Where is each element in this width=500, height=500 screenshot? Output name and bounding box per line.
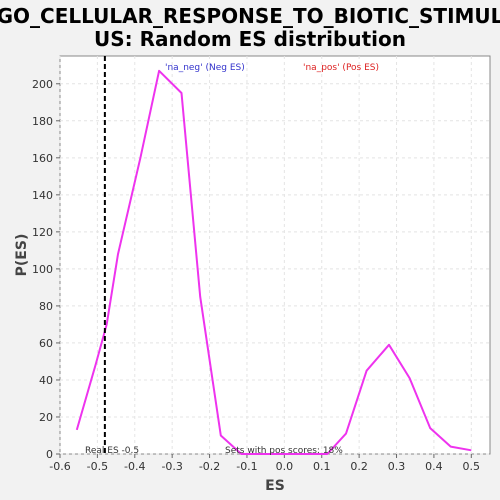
- x-tick-label: 0.4: [425, 460, 443, 473]
- y-tick-label: 80: [39, 300, 53, 313]
- y-tick-label: 160: [32, 152, 53, 165]
- series-line: [75, 69, 472, 455]
- chart-title-line1: GO_CELLULAR_RESPONSE_TO_BIOTIC_STIMUL: [0, 4, 500, 28]
- y-tick-label: 60: [39, 337, 53, 350]
- x-tick-label: 0.1: [313, 460, 331, 473]
- x-tick-label: 0.2: [350, 460, 368, 473]
- x-tick-label: 0.3: [388, 460, 406, 473]
- x-axis-ticks: -0.6 -0.5 -0.4 -0.3 -0.2 -0.1 0.0 0.1 0.2 0.3 0.4 0…: [49, 454, 480, 473]
- x-tick-label: -0.4: [124, 460, 145, 473]
- y-tick-label: 120: [32, 226, 53, 239]
- x-tick-label: -0.2: [199, 460, 220, 473]
- y-tick-label: 20: [39, 411, 53, 424]
- y-tick-label: 100: [32, 263, 53, 276]
- x-tick-label: -0.6: [49, 460, 70, 473]
- x-tick-label: -0.1: [236, 460, 257, 473]
- real-es-label: Real ES -0.5: [85, 446, 139, 456]
- legend-neg-es: 'na_neg' (Neg ES): [165, 63, 245, 73]
- x-axis-label: ES: [265, 478, 285, 494]
- legend-pos-es: 'na_pos' (Pos ES): [303, 63, 379, 73]
- y-tick-label: 40: [39, 374, 53, 387]
- pos-scores-label: Sets with pos scores: 18%: [225, 446, 343, 456]
- x-tick-label: -0.5: [87, 460, 108, 473]
- plot-area: [59, 55, 491, 455]
- y-tick-label: 140: [32, 189, 53, 202]
- x-tick-label: -0.3: [161, 460, 182, 473]
- y-axis-label: P(ES): [14, 234, 30, 277]
- grid: [59, 56, 490, 455]
- y-tick-label: 200: [32, 78, 53, 91]
- y-tick-label: 0: [46, 448, 53, 461]
- chart-title-line2: US: Random ES distribution: [94, 27, 406, 51]
- x-tick-label: 0.0: [276, 460, 294, 473]
- x-tick-label: 0.5: [463, 460, 481, 473]
- y-axis-ticks: 0 20 40 60 80 100 120 140 160 180 200: [32, 78, 60, 461]
- y-tick-label: 180: [32, 115, 53, 128]
